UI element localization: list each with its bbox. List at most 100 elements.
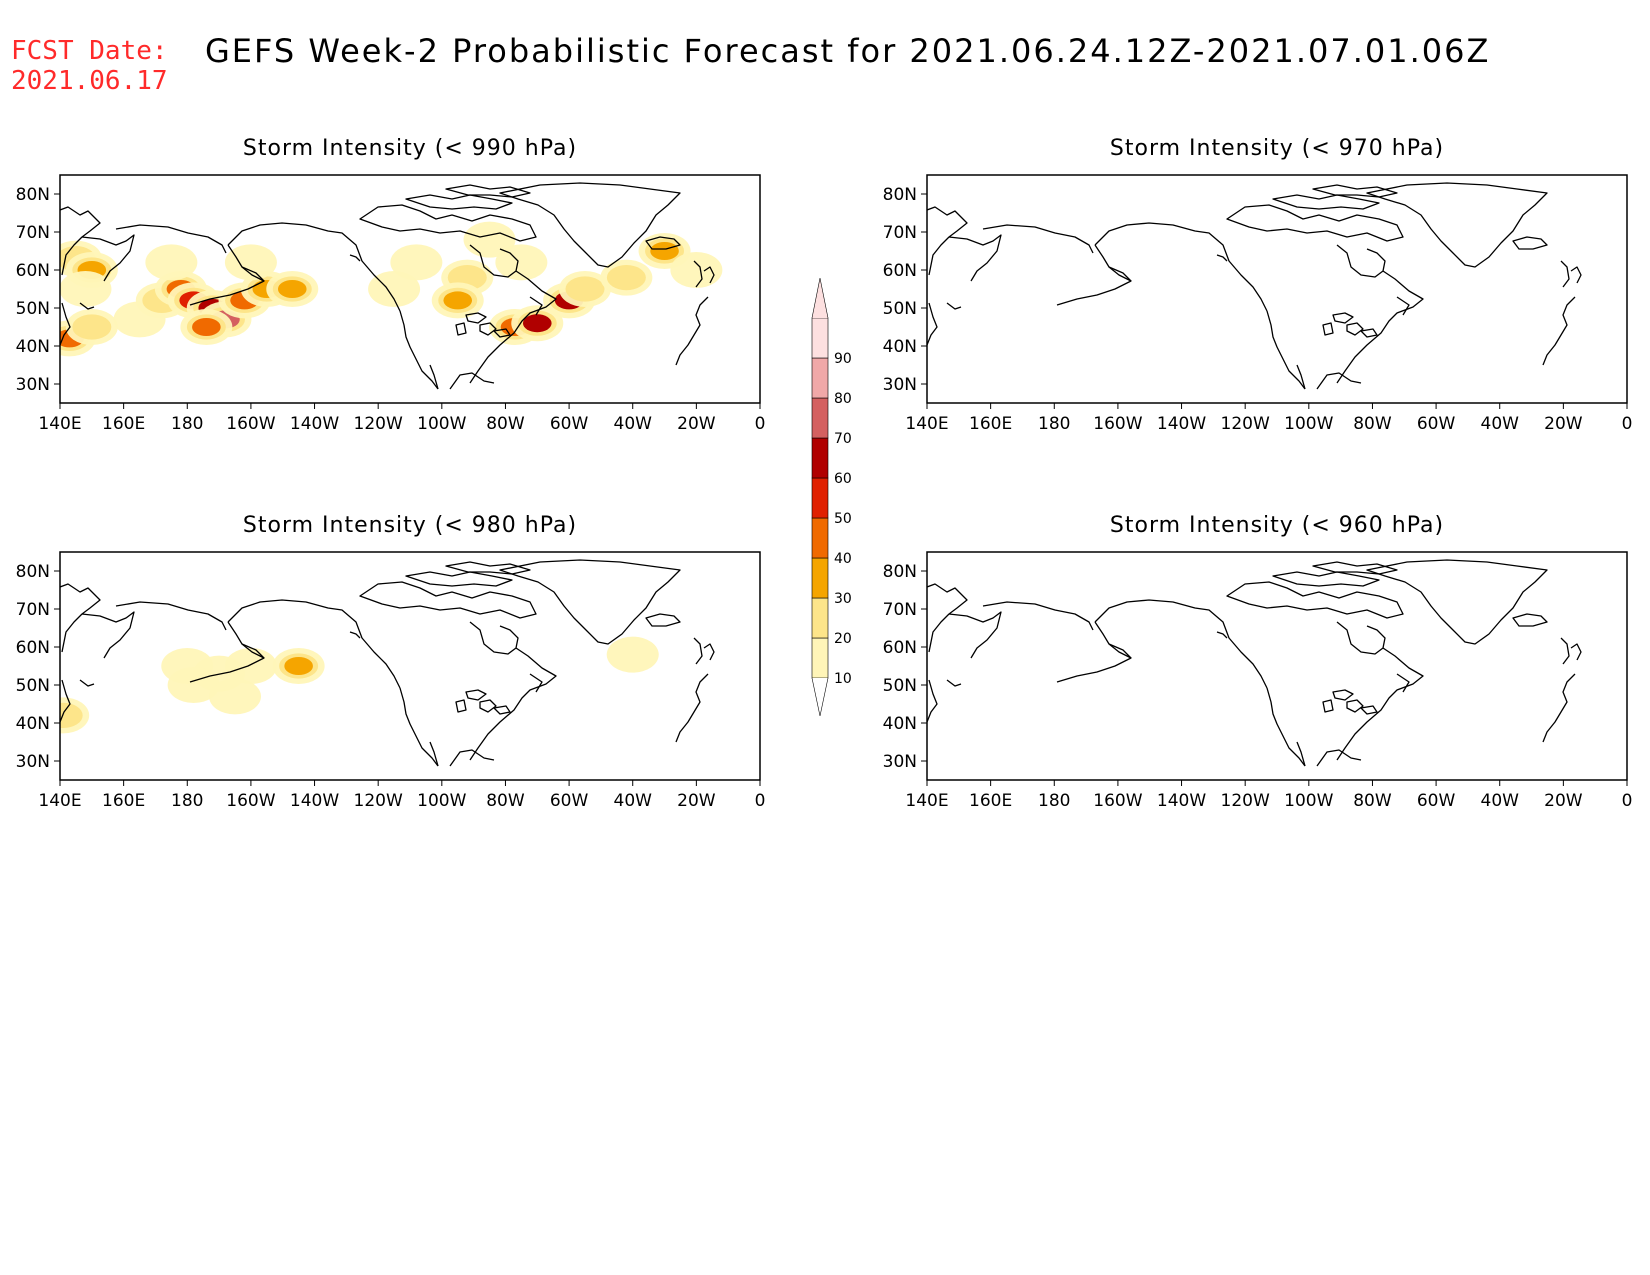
colorbar-label: 20 bbox=[834, 631, 852, 647]
prob-cell bbox=[463, 221, 516, 258]
lon-tick-label: 140W bbox=[290, 791, 339, 811]
lon-tick-label: 180 bbox=[1038, 414, 1070, 434]
map-panel-p980: Storm Intensity (< 980 hPa) 80N 70N 60N 50N 4… bbox=[16, 513, 766, 811]
lon-tick-label: 120W bbox=[1221, 791, 1270, 811]
panel-title: Storm Intensity (< 960 hPa) bbox=[1110, 513, 1444, 538]
lon-tick-label: 180 bbox=[171, 414, 203, 434]
lat-tick-label: 70N bbox=[883, 223, 917, 243]
colorbar-swatch bbox=[811, 317, 829, 359]
panel-title: Storm Intensity (< 970 hPa) bbox=[1110, 136, 1444, 161]
map-frame bbox=[59, 174, 761, 404]
page-title: GEFS Week-2 Probabilistic Forecast for 2… bbox=[205, 32, 1491, 70]
colorbar-label: 80 bbox=[834, 391, 852, 407]
lon-tick-label: 160E bbox=[102, 791, 145, 811]
prob-cell bbox=[192, 318, 221, 336]
lat-tick-label: 40N bbox=[16, 714, 50, 734]
lon-tick-label: 0 bbox=[755, 791, 766, 811]
prob-cell bbox=[167, 667, 220, 703]
lon-tick-label: 0 bbox=[1622, 791, 1633, 811]
lat-tick-label: 80N bbox=[16, 185, 50, 205]
coastline bbox=[927, 559, 1582, 767]
lat-tick-label: 50N bbox=[16, 676, 50, 696]
lon-tick-label: 160W bbox=[1093, 791, 1142, 811]
prob-cell bbox=[650, 242, 679, 260]
lon-tick-label: 140W bbox=[290, 414, 339, 434]
lon-tick-label: 140E bbox=[905, 791, 948, 811]
lon-tick-label: 180 bbox=[171, 791, 203, 811]
lon-tick-label: 120W bbox=[354, 414, 403, 434]
colorbar-label: 50 bbox=[834, 511, 852, 527]
colorbar-swatch bbox=[811, 437, 829, 479]
lon-tick-label: 80W bbox=[486, 791, 525, 811]
prob-cell bbox=[368, 271, 421, 307]
colorbar-swatch bbox=[811, 597, 829, 639]
lon-tick-label: 20W bbox=[1544, 414, 1583, 434]
lat-tick-label: 50N bbox=[883, 676, 917, 696]
lon-tick-label: 140E bbox=[905, 414, 948, 434]
colorbar: 10 20 30 40 50 60 70 80 90 bbox=[811, 277, 852, 717]
prob-cell bbox=[522, 314, 552, 333]
lon-tick-label: 160W bbox=[226, 791, 275, 811]
colorbar-label: 30 bbox=[834, 591, 852, 607]
lon-tick-label: 0 bbox=[755, 414, 766, 434]
lon-tick-label: 180 bbox=[1038, 791, 1070, 811]
lat-tick-label: 60N bbox=[16, 638, 50, 658]
lat-tick-label: 40N bbox=[16, 337, 50, 357]
map-frame bbox=[926, 551, 1628, 781]
lon-tick-label: 100W bbox=[1284, 414, 1333, 434]
lon-tick-label: 40W bbox=[1481, 414, 1520, 434]
lon-tick-label: 100W bbox=[1284, 791, 1333, 811]
lon-tick-label: 100W bbox=[417, 791, 466, 811]
colorbar-swatch bbox=[811, 557, 829, 599]
lat-tick-label: 60N bbox=[883, 638, 917, 658]
lat-tick-label: 80N bbox=[883, 562, 917, 582]
lon-tick-label: 160W bbox=[1093, 414, 1142, 434]
prob-cell bbox=[145, 244, 198, 281]
prob-cell bbox=[495, 244, 548, 281]
prob-cell bbox=[60, 271, 112, 307]
prob-cell bbox=[606, 636, 659, 673]
map-panel-p970: Storm Intensity (< 970 hPa) 80N 70N 60N 50N 4… bbox=[883, 136, 1633, 434]
lon-tick-label: 120W bbox=[354, 791, 403, 811]
prob-cell bbox=[72, 314, 112, 340]
lon-tick-label: 60W bbox=[550, 791, 589, 811]
lat-tick-label: 30N bbox=[16, 375, 50, 395]
colorbar-swatch bbox=[811, 397, 829, 439]
colorbar-swatch bbox=[811, 357, 829, 399]
colorbar-label: 10 bbox=[834, 671, 852, 687]
lon-tick-label: 60W bbox=[550, 414, 589, 434]
lon-tick-label: 140E bbox=[38, 791, 81, 811]
prob-cell bbox=[277, 280, 307, 298]
panel-title: Storm Intensity (< 990 hPa) bbox=[243, 136, 577, 161]
lat-tick-label: 40N bbox=[883, 337, 917, 357]
colorbar-bottom-arrow bbox=[811, 677, 829, 717]
prob-cell bbox=[565, 276, 605, 302]
colorbar-label: 60 bbox=[834, 471, 852, 487]
lon-tick-label: 0 bbox=[1622, 414, 1633, 434]
lon-tick-label: 40W bbox=[614, 791, 653, 811]
lon-tick-label: 60W bbox=[1417, 414, 1456, 434]
lon-tick-label: 20W bbox=[677, 414, 716, 434]
prob-cell bbox=[670, 252, 723, 288]
lon-tick-label: 100W bbox=[417, 414, 466, 434]
lon-tick-label: 160E bbox=[969, 791, 1012, 811]
map-frame bbox=[926, 174, 1628, 404]
prob-cell bbox=[443, 291, 473, 310]
lat-tick-label: 80N bbox=[16, 562, 50, 582]
lon-tick-label: 80W bbox=[1353, 791, 1392, 811]
colorbar-swatch bbox=[811, 517, 829, 559]
colorbar-swatch bbox=[811, 637, 829, 679]
lon-tick-label: 60W bbox=[1417, 791, 1456, 811]
map-panel-p960: Storm Intensity (< 960 hPa) 80N 70N 60N 50N 4… bbox=[883, 513, 1633, 811]
lat-tick-label: 40N bbox=[883, 714, 917, 734]
lon-tick-label: 140W bbox=[1157, 791, 1206, 811]
lon-tick-label: 40W bbox=[1481, 791, 1520, 811]
lon-tick-label: 80W bbox=[1353, 414, 1392, 434]
prob-cell bbox=[224, 244, 277, 281]
lat-tick-label: 70N bbox=[883, 600, 917, 620]
forecast-date-label: FCST Date: 2021.06.17 bbox=[11, 36, 168, 96]
colorbar-label: 70 bbox=[834, 431, 852, 447]
lon-tick-label: 160W bbox=[226, 414, 275, 434]
lat-tick-label: 60N bbox=[16, 261, 50, 281]
